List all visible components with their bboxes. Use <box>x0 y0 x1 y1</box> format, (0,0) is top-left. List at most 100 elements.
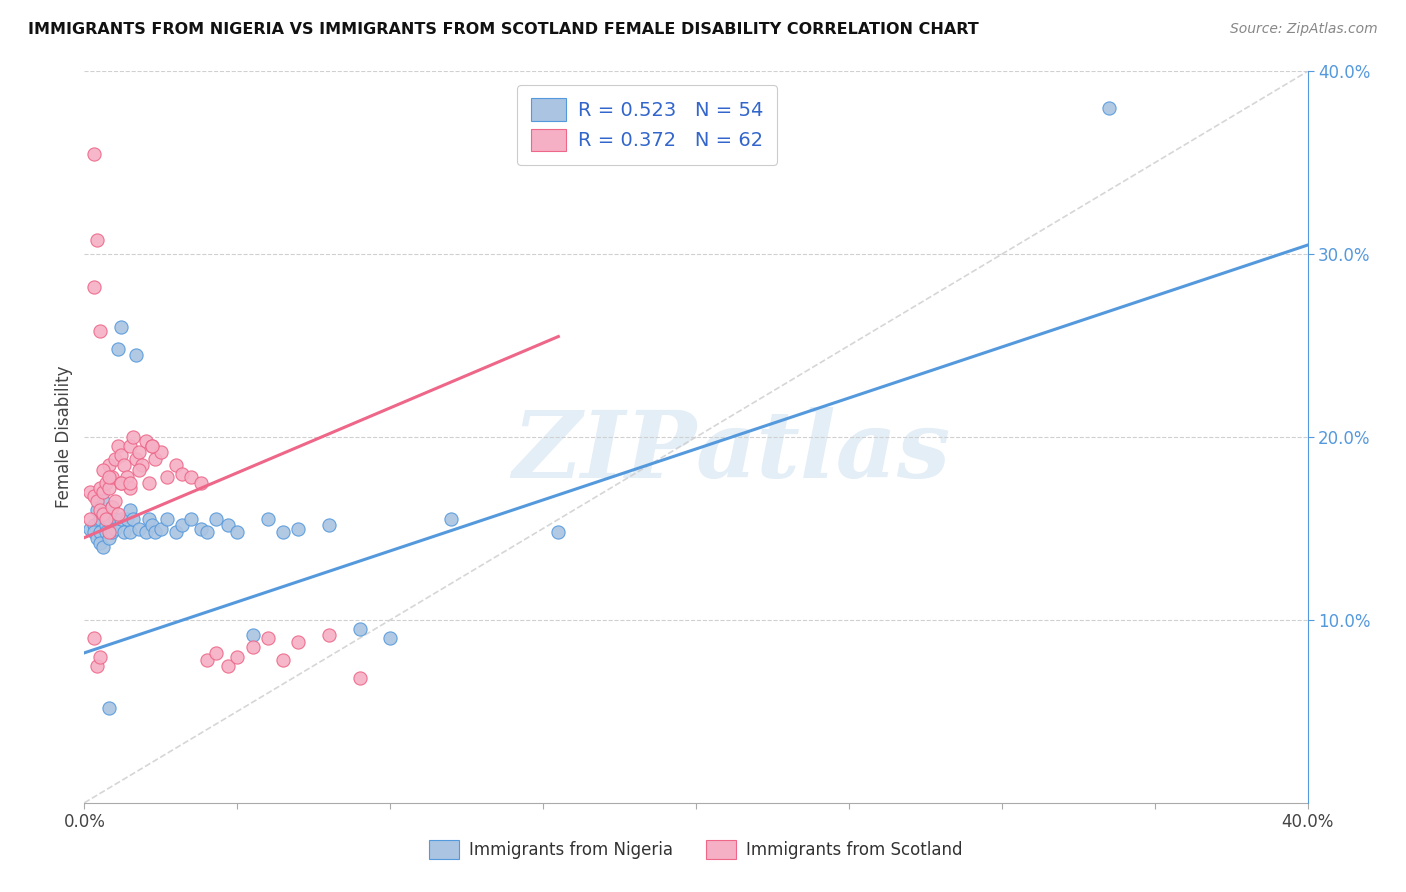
Point <box>86 233 108 247</box>
Point <box>79 521 101 535</box>
Point <box>380 632 402 646</box>
Point <box>112 458 135 472</box>
Point <box>120 503 142 517</box>
Point <box>86 503 108 517</box>
Point <box>122 430 145 444</box>
Point <box>104 521 127 535</box>
Point <box>86 658 108 673</box>
Point <box>94 517 117 532</box>
Text: ZIP: ZIP <box>512 407 696 497</box>
Point <box>190 521 212 535</box>
Point <box>97 531 120 545</box>
Point <box>143 452 166 467</box>
Point <box>86 494 108 508</box>
Point <box>83 517 105 532</box>
Point <box>94 475 117 490</box>
Point <box>107 343 129 357</box>
Point <box>287 521 309 535</box>
Point <box>318 627 340 641</box>
Point <box>138 512 160 526</box>
Point <box>120 481 142 495</box>
Point <box>156 470 179 484</box>
Point <box>107 507 129 521</box>
Text: Source: ZipAtlas.com: Source: ZipAtlas.com <box>1230 22 1378 37</box>
Point <box>195 525 218 540</box>
Point <box>115 512 138 526</box>
Point <box>205 512 228 526</box>
Point <box>141 517 163 532</box>
Point <box>94 525 117 540</box>
Point <box>101 525 124 540</box>
Point <box>165 525 187 540</box>
Point <box>141 439 163 453</box>
Point <box>226 525 249 540</box>
Point <box>128 521 150 535</box>
Point <box>91 494 114 508</box>
Point <box>107 439 129 453</box>
Point <box>110 512 132 526</box>
Point <box>226 649 249 664</box>
Point <box>120 475 142 490</box>
Point <box>101 500 124 514</box>
Point <box>149 444 172 458</box>
Point <box>318 517 340 532</box>
Point <box>101 470 124 484</box>
Point <box>79 485 101 500</box>
Point <box>89 324 111 338</box>
Point <box>104 512 127 526</box>
Point <box>115 470 138 484</box>
Point <box>128 444 150 458</box>
Point <box>89 503 111 517</box>
Point <box>257 512 280 526</box>
Point <box>349 622 371 636</box>
Point <box>440 512 463 526</box>
Text: IMMIGRANTS FROM NIGERIA VS IMMIGRANTS FROM SCOTLAND FEMALE DISABILITY CORRELATIO: IMMIGRANTS FROM NIGERIA VS IMMIGRANTS FR… <box>28 22 979 37</box>
Point <box>83 525 105 540</box>
Point <box>165 458 187 472</box>
Point <box>180 470 202 484</box>
Point <box>89 536 111 550</box>
Point <box>89 525 111 540</box>
Point <box>110 475 132 490</box>
Point <box>131 458 153 472</box>
Point <box>257 632 280 646</box>
Point <box>91 485 114 500</box>
Point <box>128 463 150 477</box>
Point <box>1098 101 1121 115</box>
Point <box>89 512 111 526</box>
Point <box>79 512 101 526</box>
Point <box>242 627 264 641</box>
Point <box>195 653 218 667</box>
Point <box>110 320 132 334</box>
Point <box>110 448 132 462</box>
Point <box>94 512 117 526</box>
Point <box>83 280 105 294</box>
Point <box>172 517 194 532</box>
Point <box>180 512 202 526</box>
Point <box>86 531 108 545</box>
Point <box>547 525 569 540</box>
Point <box>135 434 157 448</box>
Legend: Immigrants from Nigeria, Immigrants from Scotland: Immigrants from Nigeria, Immigrants from… <box>420 831 972 868</box>
Point <box>97 512 120 526</box>
Point <box>97 481 120 495</box>
Point <box>125 452 148 467</box>
Point <box>125 348 148 362</box>
Y-axis label: Female Disability: Female Disability <box>55 366 73 508</box>
Point <box>91 540 114 554</box>
Point <box>83 146 105 161</box>
Point <box>91 463 114 477</box>
Point <box>91 507 114 521</box>
Point <box>172 467 194 481</box>
Point <box>112 525 135 540</box>
Point <box>83 489 105 503</box>
Point <box>89 481 111 495</box>
Text: atlas: atlas <box>696 407 952 497</box>
Point <box>97 525 120 540</box>
Point <box>149 521 172 535</box>
Point <box>97 470 120 484</box>
Point <box>97 700 120 714</box>
Point <box>104 494 127 508</box>
Point <box>122 512 145 526</box>
Point <box>97 458 120 472</box>
